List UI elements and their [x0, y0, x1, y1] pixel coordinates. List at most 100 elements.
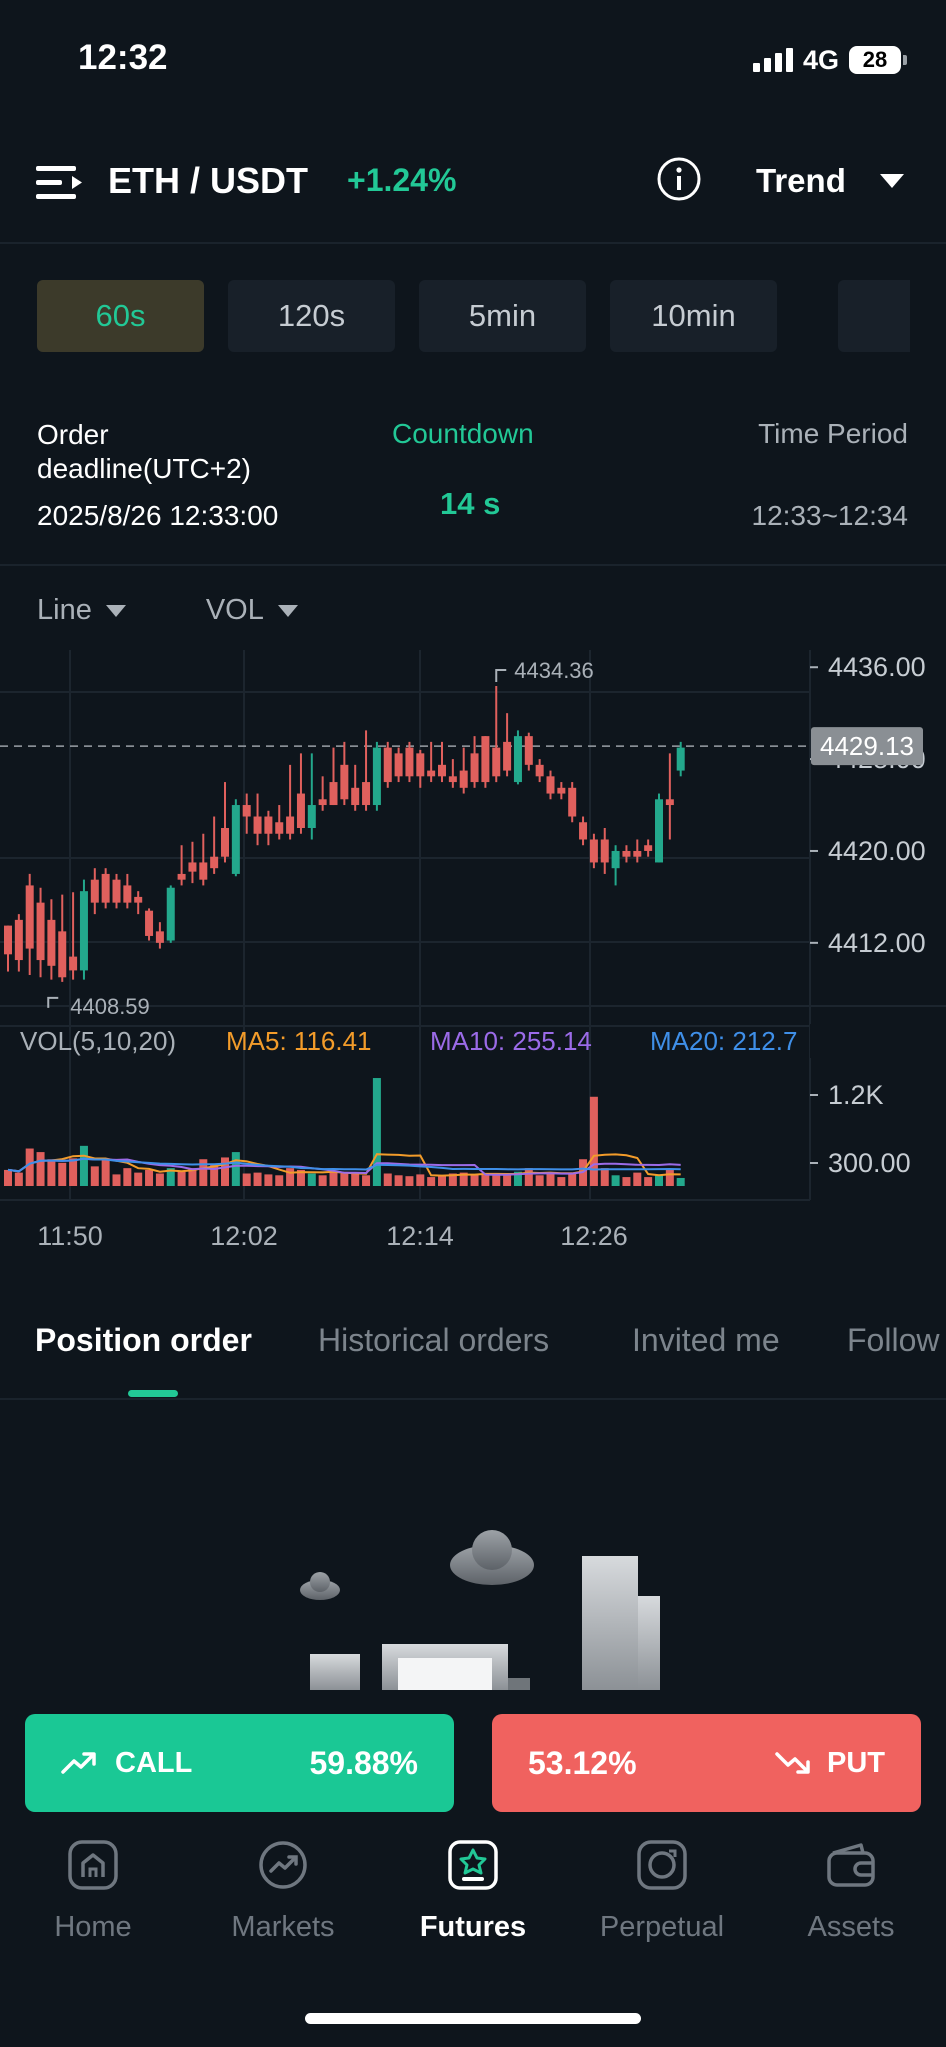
status-time: 12:32	[78, 38, 168, 77]
candle-body	[459, 770, 468, 788]
volume-bar	[524, 1168, 533, 1186]
candle-body	[470, 753, 479, 783]
candle-body	[264, 816, 273, 834]
candle-body	[155, 931, 164, 943]
home-icon	[68, 1840, 118, 1890]
battery-icon: 28	[849, 46, 907, 74]
nav-markets[interactable]: Markets	[188, 1839, 378, 1944]
volume-bar	[101, 1159, 110, 1186]
candle-body	[210, 856, 219, 869]
candle-body	[101, 873, 110, 903]
battery-level: 28	[862, 47, 888, 72]
nav-futures-label: Futures	[419, 1911, 527, 1943]
legend-mask	[810, 1024, 946, 1058]
tab-invited-me[interactable]: Invited me	[632, 1322, 780, 1358]
candle-body	[166, 887, 175, 941]
volume-bar	[372, 1078, 381, 1186]
nav-futures[interactable]: Futures	[378, 1839, 568, 1944]
menu-icon[interactable]	[36, 162, 84, 202]
candle-body	[242, 805, 251, 817]
call-label: CALL	[115, 1746, 193, 1779]
mode-dropdown[interactable]: Trend	[756, 162, 846, 199]
put-percentage: 53.12%	[528, 1744, 637, 1781]
volume-bar	[589, 1096, 598, 1186]
period-60s-button[interactable]: 60s	[37, 280, 204, 352]
candle-body	[58, 931, 67, 978]
nav-assets[interactable]: Assets	[756, 1839, 946, 1944]
volume-bar	[427, 1177, 436, 1186]
order-info: Order deadline(UTC+2) 2025/8/26 12:33:00…	[0, 410, 946, 566]
chart-type-dropdown[interactable]: Line	[37, 594, 126, 627]
volume-bar	[665, 1169, 674, 1186]
call-button[interactable]: CALL 59.88%	[25, 1714, 454, 1812]
trend-up-icon	[61, 1752, 96, 1774]
indicator-label: VOL	[205, 594, 264, 626]
volume-bar	[546, 1173, 555, 1186]
candle-body	[199, 862, 208, 880]
volume-bar	[242, 1173, 251, 1186]
volume-bar	[416, 1174, 425, 1186]
chart-labels: 4436.004428.004420.004412.004429.134434.…	[20, 652, 946, 1251]
nav-home[interactable]: Home	[0, 1839, 188, 1944]
volume-bar	[535, 1175, 544, 1186]
vol-legend-ma20: MA20: 212.7	[650, 1026, 797, 1056]
candle-body	[611, 850, 620, 869]
nav-perpetual[interactable]: Perpetual	[567, 1839, 757, 1944]
time-label: 12:14	[386, 1221, 454, 1251]
period-10min-button[interactable]: 10min	[610, 280, 777, 352]
time-label: 12:02	[210, 1221, 278, 1251]
status-bar: 12:32 4G 28	[0, 0, 946, 120]
volume-bar	[383, 1173, 392, 1186]
signal-icon	[752, 48, 793, 72]
volume-bar	[394, 1175, 403, 1186]
candle-body	[481, 736, 490, 783]
ma-lines	[7, 1153, 681, 1177]
volume-bar	[622, 1177, 631, 1186]
vol-legend-title: VOL(5,10,20)	[20, 1026, 176, 1056]
tab-position-order[interactable]: Position order	[35, 1322, 252, 1358]
volume-bar	[4, 1169, 12, 1186]
candle-body	[4, 925, 12, 955]
volume-bar	[448, 1173, 457, 1186]
chevron-down-icon	[277, 604, 298, 617]
volume-bar	[296, 1169, 305, 1186]
volume-bar	[199, 1159, 208, 1186]
tab-historical-orders[interactable]: Historical orders	[318, 1322, 550, 1358]
info-icon[interactable]	[656, 156, 702, 202]
period-5min-button[interactable]: 5min	[419, 280, 586, 352]
price-chart[interactable]: 4436.004428.004420.004412.004429.134434.…	[0, 650, 946, 1260]
ma20-line	[7, 1157, 681, 1173]
candle-body	[676, 747, 685, 771]
period-120s-button[interactable]: 120s	[228, 280, 395, 352]
candle-body	[579, 822, 588, 840]
candle-body	[307, 805, 316, 828]
period-more-button[interactable]	[838, 280, 910, 352]
volume-bar	[405, 1176, 414, 1186]
countdown-value: 14 s	[440, 486, 501, 521]
volume-bar	[600, 1168, 609, 1186]
vol-tick-label: 300.00	[828, 1148, 911, 1178]
volume-bar	[79, 1145, 88, 1186]
indicator-dropdown[interactable]: VOL	[206, 594, 298, 627]
chevron-down-icon[interactable]	[880, 174, 904, 188]
candle-body	[394, 753, 403, 777]
volume-bar	[275, 1175, 284, 1186]
volume-bar	[58, 1162, 67, 1186]
countdown-label: Countdown	[392, 418, 534, 449]
deadline-label: Order deadline(UTC+2)	[37, 419, 251, 484]
put-button[interactable]: 53.12% PUT	[492, 1714, 921, 1812]
volume-bar	[264, 1174, 273, 1186]
candle-body	[438, 764, 446, 777]
volume-bar	[557, 1177, 566, 1186]
pair-title[interactable]: ETH / USDT	[108, 160, 309, 201]
candle-body	[36, 902, 45, 961]
tab-follow[interactable]: Follow	[847, 1322, 940, 1358]
volume-bar	[145, 1169, 154, 1186]
pair-change: +1.24%	[347, 162, 457, 198]
candle-body	[568, 787, 577, 817]
volume-bar	[340, 1173, 349, 1186]
current-price-label: 4429.13	[820, 731, 914, 761]
chart-toolbar: Line VOL	[37, 594, 298, 627]
volume-bar	[286, 1168, 295, 1186]
volume-bar	[568, 1172, 577, 1186]
